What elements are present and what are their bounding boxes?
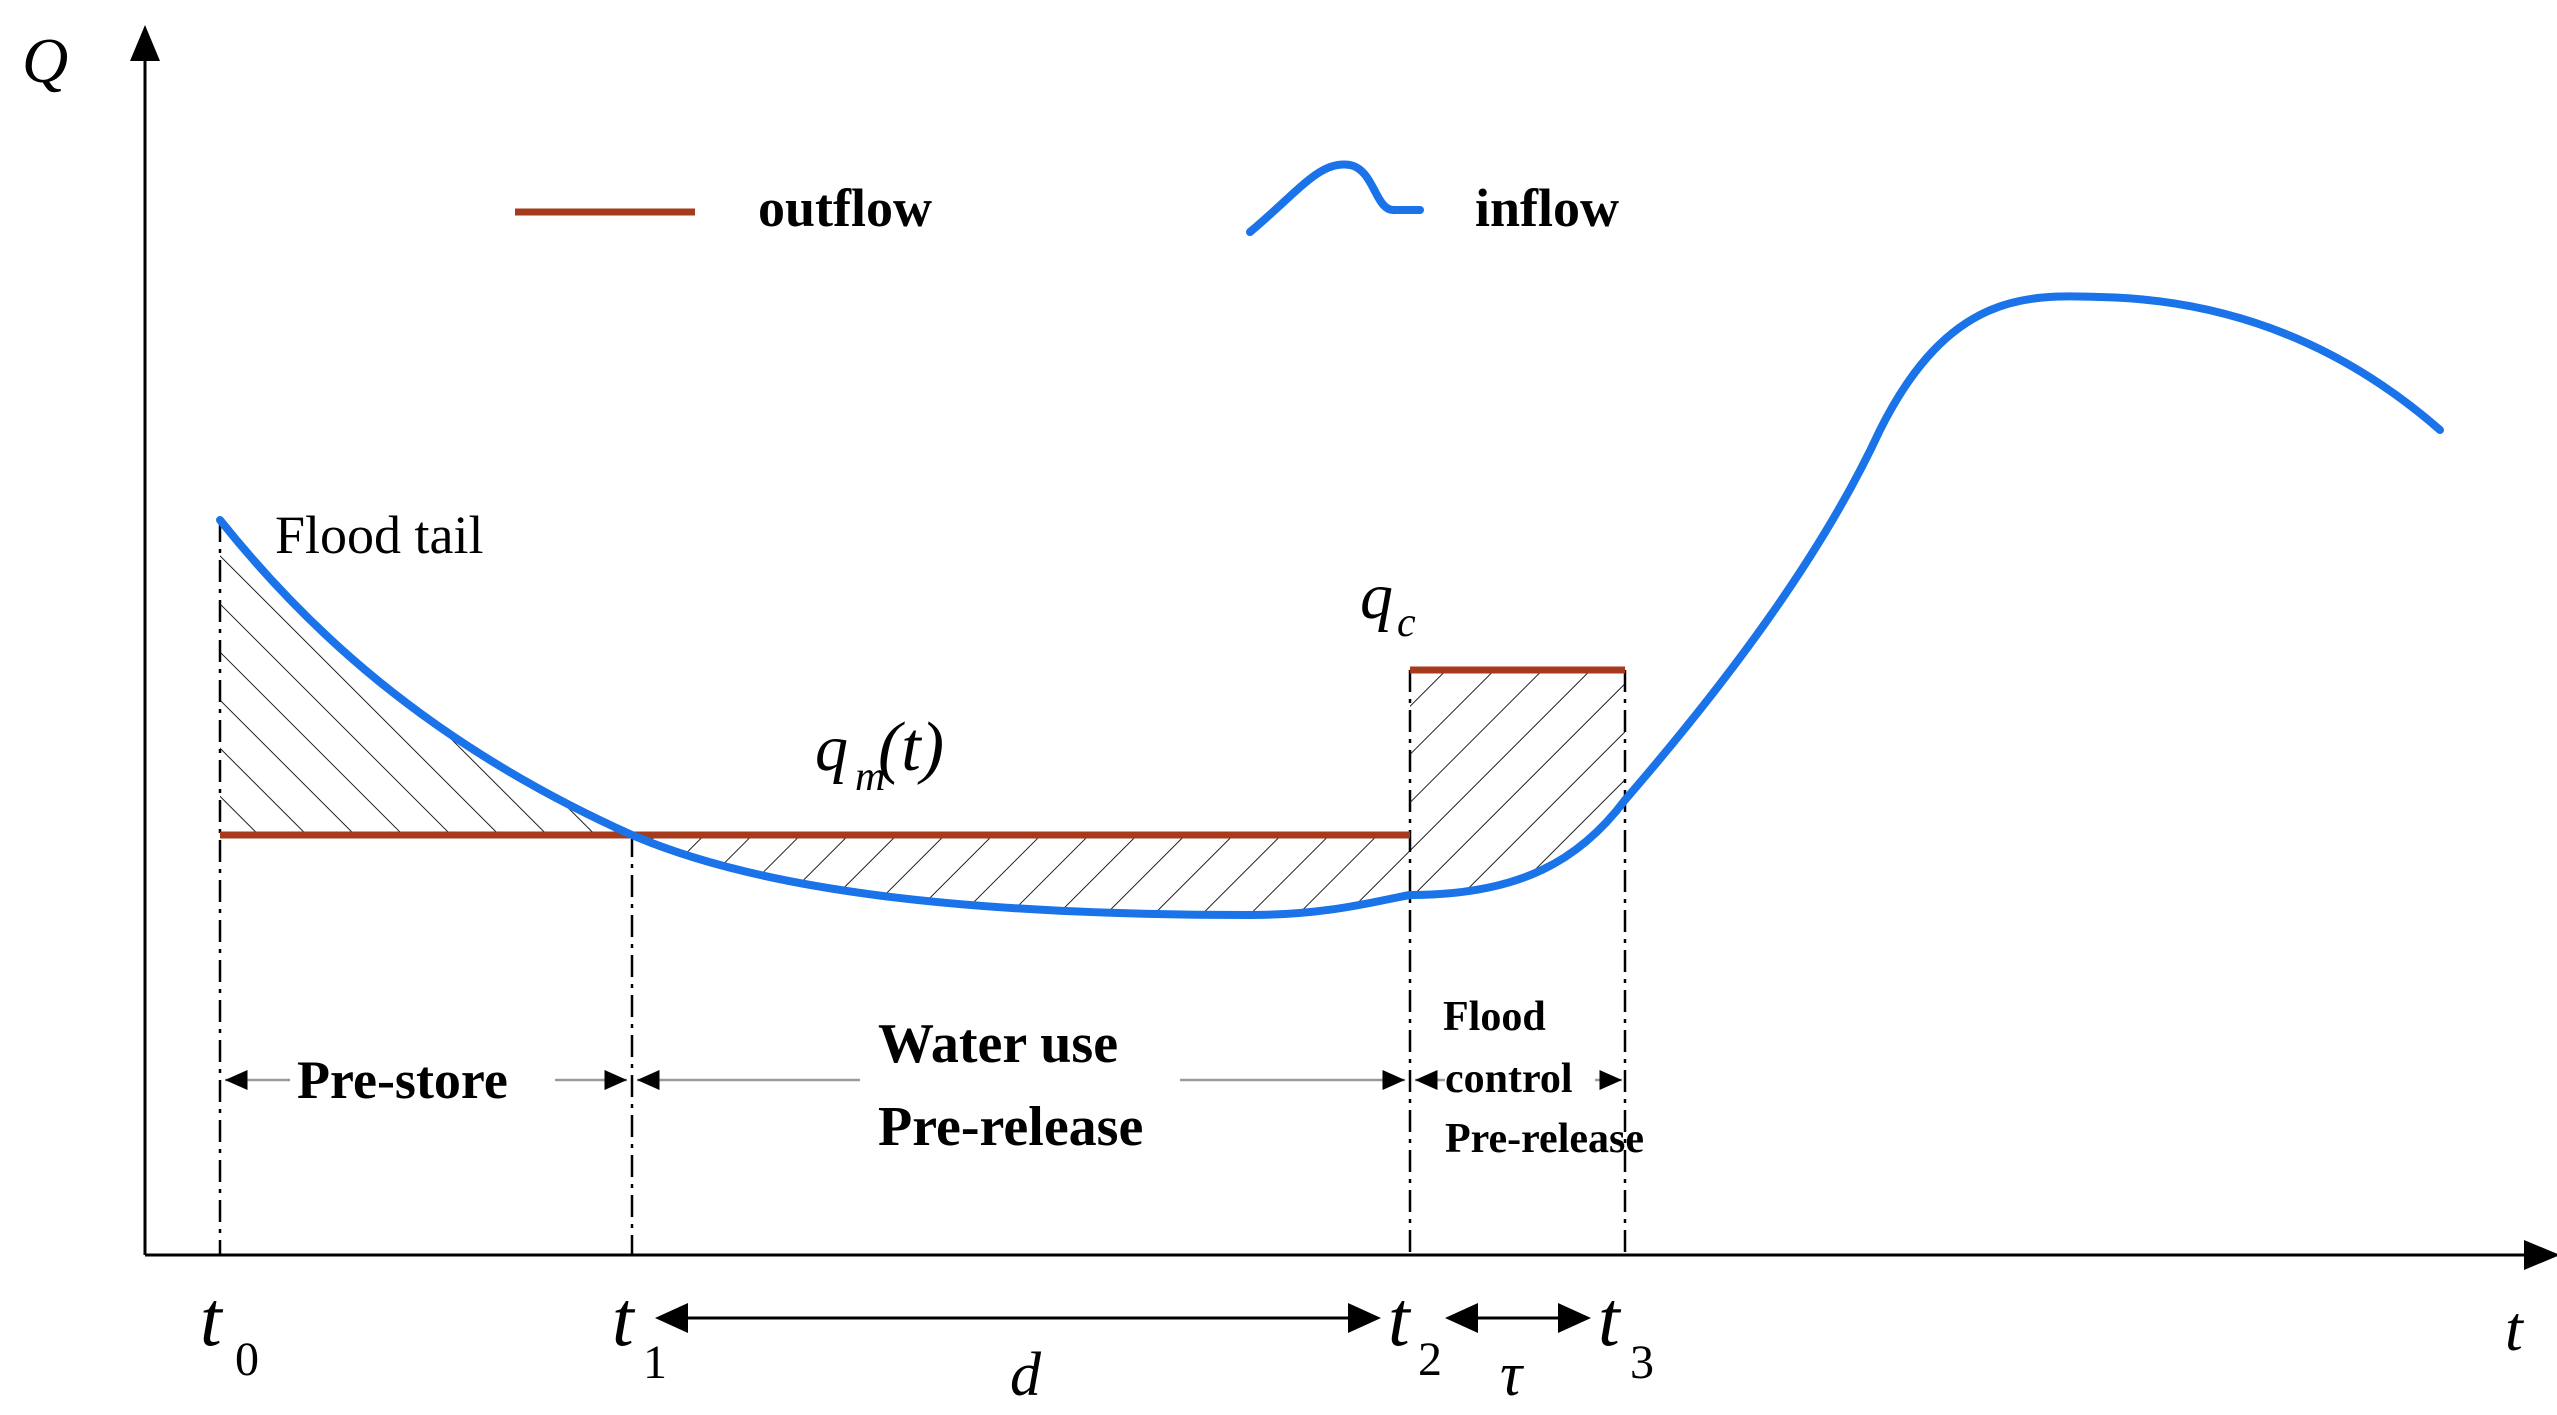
tick-t1: t: [612, 1275, 636, 1362]
prestore-hatch-area: [220, 520, 632, 835]
flood-tail-label: Flood tail: [275, 505, 484, 565]
tick-t3: t: [1598, 1275, 1622, 1362]
tick-t0-sub: 0: [235, 1333, 259, 1386]
x-axis-label: t: [2505, 1293, 2525, 1364]
water-use-label-line2: Pre-release: [878, 1096, 1143, 1158]
tau-label: τ: [1500, 1341, 1525, 1409]
water-use-hatch-area: [632, 835, 1410, 915]
flood-control-label-line1: Flood: [1443, 994, 1546, 1040]
qm-symbol: q: [815, 712, 848, 785]
flood-control-label-line2: control: [1445, 1056, 1573, 1102]
inflow-curve: [216, 292, 2444, 920]
d-label: d: [1010, 1341, 1042, 1409]
qc-label: q c: [1360, 560, 1416, 646]
tick-t0: t: [200, 1275, 224, 1362]
legend-outflow-label: outflow: [758, 178, 932, 238]
tick-t2-sub: 2: [1418, 1333, 1442, 1386]
legend: outflow inflow: [515, 160, 1619, 238]
qm-label: q m (t): [815, 709, 944, 800]
tick-t1-sub: 1: [643, 1336, 667, 1389]
legend-inflow-label: inflow: [1475, 178, 1619, 238]
phase-annotations: Pre-store Water use Pre-release Flood co…: [225, 994, 1644, 1162]
tick-t3-sub: 3: [1630, 1336, 1654, 1389]
duration-arrows: d τ: [655, 1303, 1591, 1409]
qm-subscript: m: [855, 754, 885, 800]
y-axis-label: Q: [22, 25, 68, 96]
qm-argument: (t): [878, 709, 944, 786]
time-guides: [218, 520, 1627, 1255]
flood-control-label-line3: Pre-release: [1445, 1116, 1644, 1162]
outflow-lines: [220, 666, 1625, 839]
tick-t2: t: [1388, 1275, 1412, 1362]
flood-control-hatch-area: [1410, 670, 1625, 895]
time-ticks: t 0 t 1 t 2 t 3: [200, 1275, 1654, 1389]
qc-subscript: c: [1397, 600, 1416, 646]
qc-symbol: q: [1360, 560, 1393, 633]
prestore-label: Pre-store: [297, 1050, 508, 1110]
water-use-label-line1: Water use: [878, 1013, 1118, 1075]
legend-inflow-swatch: [1246, 160, 1424, 236]
